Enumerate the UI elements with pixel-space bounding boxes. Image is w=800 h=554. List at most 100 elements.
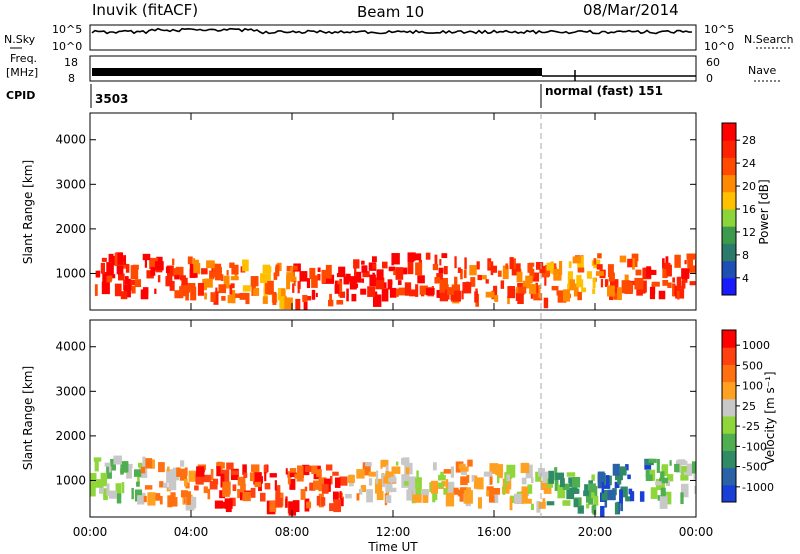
power-cell: [293, 280, 296, 286]
power-cell: [354, 264, 357, 277]
velocity-cell: [506, 464, 516, 478]
velocity-cell: [450, 466, 454, 478]
velocity-cell: [368, 478, 373, 486]
power-cell: [262, 266, 272, 273]
power-cell: [662, 280, 669, 286]
power-cell: [646, 266, 652, 278]
y-tick-label: 4000: [55, 133, 86, 147]
cpid-first: 3503: [95, 92, 128, 106]
velocity-cell: [522, 498, 532, 504]
power-cell: [231, 289, 236, 304]
power-cell: [239, 292, 247, 300]
power-cell: [305, 295, 312, 301]
velocity-cell: [108, 466, 112, 473]
velocity-cell: [492, 487, 501, 495]
velocity-cell: [538, 468, 545, 477]
power-cell: [572, 256, 582, 264]
power-cell: [334, 284, 340, 294]
velocity-cell: [171, 496, 178, 507]
velocity-cell: [358, 488, 363, 495]
velocity-cell: [120, 461, 129, 473]
power-cell: [166, 265, 174, 277]
power-cell: [409, 289, 416, 297]
velocity-cell: [674, 463, 680, 473]
velocity-y-axis: 1000 2000 3000 4000: [55, 340, 696, 487]
colorbar-tick-label: -25: [742, 420, 760, 433]
velocity-cell: [417, 477, 422, 490]
power-cell: [367, 286, 376, 297]
velocity-cell: [566, 487, 575, 500]
power-cell: [372, 272, 375, 286]
power-cell: [529, 268, 535, 279]
velocity-cell: [333, 499, 342, 513]
velocity-cell: [408, 476, 417, 484]
velocity-cell: [179, 468, 188, 481]
velocity-cell: [334, 477, 341, 488]
power-cell: [221, 296, 226, 301]
power-cell: [395, 267, 404, 280]
colorbar-tick-label: 4: [742, 272, 749, 285]
velocity-cell: [678, 460, 688, 466]
velocity-cell: [388, 471, 394, 477]
power-cell: [265, 280, 274, 295]
power-cell: [297, 283, 300, 294]
power-cell: [619, 255, 627, 263]
velocity-cell: [237, 476, 246, 486]
power-cell: [567, 271, 573, 284]
power-cell: [242, 285, 251, 292]
velocity-cell: [438, 474, 446, 481]
power-cell: [493, 285, 498, 298]
power-heatmap: [94, 252, 696, 310]
power-cell: [94, 284, 98, 296]
power-cell: [352, 283, 359, 288]
power-cell: [127, 278, 131, 289]
power-colorbar: 28 24 20 16 12 8 4: [721, 122, 756, 296]
power-cell: [102, 271, 107, 285]
power-cell: [165, 266, 170, 274]
velocity-cell: [538, 501, 546, 509]
velocity-cell: [571, 488, 580, 494]
velocity-cell: [620, 486, 628, 498]
velocity-cell: [163, 482, 168, 488]
colorbar-frame: [721, 329, 737, 503]
velocity-cell: [445, 492, 455, 507]
power-cell: [131, 285, 136, 294]
power-cell: [450, 290, 459, 301]
velocity-cell: [250, 487, 256, 498]
colorbar-swatch: [722, 174, 736, 193]
velocity-cell: [100, 472, 108, 487]
power-cell: [362, 271, 370, 278]
velocity-cell: [385, 471, 390, 483]
power-cell: [190, 286, 197, 301]
velocity-cell: [548, 470, 554, 484]
velocity-cell: [121, 482, 125, 494]
velocity-cell: [588, 490, 594, 505]
power-cell: [214, 291, 219, 297]
velocity-cell: [460, 470, 467, 475]
velocity-cell: [585, 491, 591, 503]
velocity-cell: [347, 474, 355, 483]
velocity-cell: [186, 491, 191, 505]
power-cell: [334, 280, 339, 286]
power-cell: [397, 280, 402, 285]
nave-label: Nave: [748, 64, 776, 77]
power-cell: [686, 253, 696, 260]
velocity-cell: [385, 483, 393, 493]
velocity-cell: [306, 501, 312, 509]
velocity-colorbar-label: Velocity [m s⁻¹]: [763, 371, 777, 464]
power-cell: [317, 267, 321, 273]
power-cell: [525, 275, 533, 284]
power-cell: [593, 258, 597, 265]
velocity-cell: [388, 477, 397, 483]
power-cell: [231, 264, 239, 275]
x-tick-label: 00:00: [73, 525, 108, 539]
power-cell: [210, 292, 216, 302]
power-cell: [533, 285, 541, 298]
velocity-cell: [292, 500, 300, 513]
colorbar-tick-label: 12: [742, 226, 756, 239]
power-cell: [464, 257, 467, 270]
velocity-cell: [269, 473, 277, 478]
velocity-cell: [568, 477, 572, 484]
y-tick-label: 3000: [55, 384, 86, 398]
power-cell: [321, 269, 329, 283]
